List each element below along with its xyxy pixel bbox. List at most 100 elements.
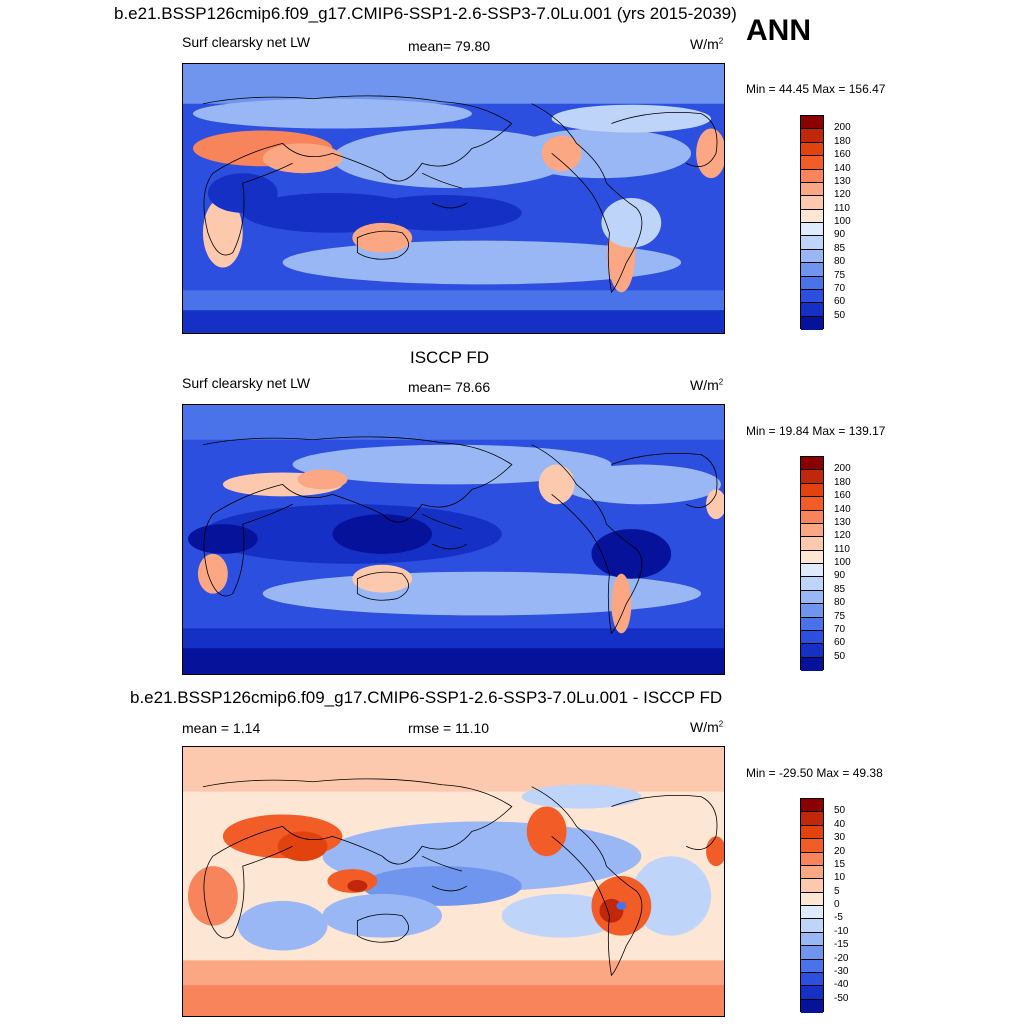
colorbar-segment	[801, 483, 823, 498]
panel2-left-label: Surf clearsky net LW	[182, 375, 311, 391]
colorbar-tick-label: 60	[834, 637, 846, 649]
colorbar-segment	[801, 630, 823, 645]
colorbar-segment	[801, 972, 823, 987]
colorbar-segment	[801, 303, 823, 317]
colorbar-tick-label: 85	[834, 242, 846, 254]
panel3-map	[182, 746, 725, 1017]
colorbar-tick-label: 120	[834, 189, 851, 201]
colorbar-tick-label: -5	[834, 912, 843, 924]
colorbar-tick-label: 130	[834, 175, 851, 187]
colorbar-tick-label: 140	[834, 162, 851, 174]
colorbar-tick-label: 70	[834, 282, 846, 294]
colorbar-tick-label: 15	[834, 858, 846, 870]
colorbar-tick-label: 5	[834, 885, 840, 897]
colorbar-tick-label: 120	[834, 530, 851, 542]
colorbar-tick-label: 50	[834, 309, 846, 321]
colorbar-tick-label: 180	[834, 476, 851, 488]
colorbar-segment	[801, 457, 823, 471]
colorbar-tick-label: 80	[834, 256, 846, 268]
colorbar-tick-label: 140	[834, 503, 851, 515]
colorbar-segment	[801, 223, 823, 237]
panel1-left-label: Surf clearsky net LW	[182, 34, 311, 50]
colorbar-segment	[801, 236, 823, 250]
colorbar-segment	[801, 919, 823, 933]
panel3-left-label: mean = 1.14	[182, 720, 261, 736]
colorbar-tick-label: 90	[834, 570, 846, 582]
colorbar-segment	[801, 906, 823, 920]
colorbar-segment	[801, 156, 823, 170]
colorbar-segment	[801, 932, 823, 947]
colorbar-tick-label: 75	[834, 269, 846, 281]
colorbar-tick-label: 75	[834, 610, 846, 622]
colorbar-segment	[801, 825, 823, 840]
colorbar-segment	[801, 249, 823, 264]
panel3-minmax: Min = -29.50 Max = 49.38	[746, 766, 883, 780]
colorbar-tick-label: 40	[834, 818, 846, 830]
colorbar-segment	[801, 865, 823, 880]
colorbar-segment	[801, 892, 823, 906]
colorbar-segment	[801, 169, 823, 183]
colorbar-segment	[801, 196, 823, 210]
colorbar-segment	[801, 523, 823, 538]
season-label: ANN	[746, 14, 811, 47]
colorbar-tick-label: 80	[834, 597, 846, 609]
colorbar-tick-label: 160	[834, 490, 851, 502]
colorbar-segment	[801, 852, 823, 866]
colorbar-tick-label: -15	[834, 939, 849, 951]
panel2-center-label: mean= 78.66	[408, 379, 491, 395]
colorbar-tick-label: 110	[834, 543, 850, 555]
panel1-colorbar	[800, 115, 824, 330]
colorbar-segment	[801, 604, 823, 618]
colorbar-tick-label: 20	[834, 845, 846, 857]
colorbar-segment	[801, 182, 823, 197]
colorbar-segment	[801, 799, 823, 813]
colorbar-tick-label: 90	[834, 229, 846, 241]
colorbar-tick-label: 85	[834, 583, 846, 595]
colorbar-segment	[801, 657, 823, 671]
colorbar-segment	[801, 577, 823, 591]
colorbar-tick-label: 60	[834, 296, 846, 308]
colorbar-tick-label: -40	[834, 979, 849, 991]
colorbar-segment	[801, 116, 823, 130]
colorbar-tick-label: 130	[834, 516, 851, 528]
colorbar-tick-label: 50	[834, 650, 846, 662]
colorbar-segment	[801, 129, 823, 143]
panel2-map	[182, 404, 725, 675]
colorbar-segment	[801, 617, 823, 631]
colorbar-segment	[801, 812, 823, 826]
colorbar-tick-label: 200	[834, 463, 851, 475]
colorbar-segment	[801, 209, 823, 223]
colorbar-segment	[801, 497, 823, 511]
panel3-units: W/m2	[690, 719, 724, 735]
colorbar-tick-label: 0	[834, 899, 840, 910]
colorbar-tick-label: 160	[834, 149, 851, 161]
colorbar-tick-label: -50	[834, 992, 849, 1004]
colorbar-segment	[801, 644, 823, 658]
panel1-units: W/m2	[690, 36, 724, 52]
colorbar-tick-label: 100	[834, 216, 851, 227]
colorbar-segment	[801, 879, 823, 893]
colorbar-tick-label: -10	[834, 925, 849, 937]
colorbar-segment	[801, 142, 823, 157]
colorbar-segment	[801, 946, 823, 960]
colorbar-segment	[801, 564, 823, 578]
colorbar-segment	[801, 263, 823, 277]
colorbar-segment	[801, 289, 823, 304]
panel3-title: b.e21.BSSP126cmip6.f09_g17.CMIP6-SSP1-2.…	[130, 688, 723, 707]
colorbar-segment	[801, 999, 823, 1013]
colorbar-tick-label: -20	[834, 952, 849, 964]
colorbar-segment	[801, 537, 823, 551]
panel1-title: b.e21.BSSP126cmip6.f09_g17.CMIP6-SSP1-2.…	[114, 4, 737, 23]
colorbar-segment	[801, 550, 823, 564]
colorbar-segment	[801, 839, 823, 853]
colorbar-tick-label: 110	[834, 202, 850, 214]
panel3-colorbar	[800, 798, 824, 1013]
colorbar-tick-label: 200	[834, 122, 851, 134]
colorbar-segment	[801, 276, 823, 290]
panel1-map	[182, 63, 725, 334]
colorbar-tick-label: 50	[834, 805, 846, 817]
colorbar-segment	[801, 959, 823, 973]
colorbar-tick-label: 180	[834, 135, 851, 147]
colorbar-segment	[801, 590, 823, 605]
colorbar-segment	[801, 316, 823, 330]
